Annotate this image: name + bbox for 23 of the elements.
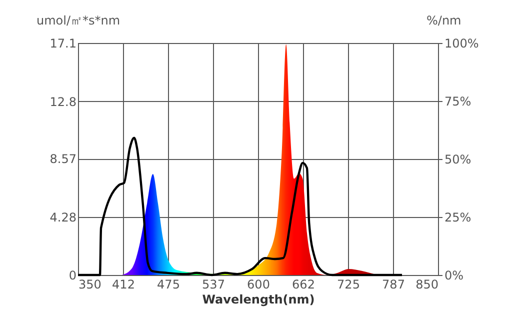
y-tick-label: 8.57 xyxy=(50,152,76,166)
x-tick-label: 412 xyxy=(112,278,135,292)
y2-axis-title: %/nm xyxy=(426,14,462,28)
y2-tick-label: 50% xyxy=(444,152,472,166)
line-series xyxy=(76,136,404,276)
x-tick-label: 350 xyxy=(78,278,102,292)
y2-tick-label: 25% xyxy=(444,210,472,224)
x-tick-label: 850 xyxy=(416,278,438,292)
y2-tick-label: 75% xyxy=(444,94,472,108)
x-axis-title: Wavelength(nm) xyxy=(202,292,315,306)
x-tick-label: 725 xyxy=(337,278,360,292)
y-axis-title: umol/㎡*s*nm xyxy=(36,14,120,28)
y-tick-label: 17.1 xyxy=(50,36,76,50)
y-tick-label: 0 xyxy=(68,268,76,282)
x-tick-label: 537 xyxy=(202,278,225,292)
y-tick-label: 4.28 xyxy=(50,210,76,224)
y2-tick-label: 0% xyxy=(444,268,464,282)
x-tick-label: 662 xyxy=(292,278,315,292)
y-tick-label: 12.8 xyxy=(50,94,76,109)
x-tick-label: 787 xyxy=(382,278,405,292)
y2-tick-label: 100% xyxy=(444,36,479,50)
x-tick-label: 600 xyxy=(247,278,270,292)
x-tick-label: 475 xyxy=(157,278,180,292)
